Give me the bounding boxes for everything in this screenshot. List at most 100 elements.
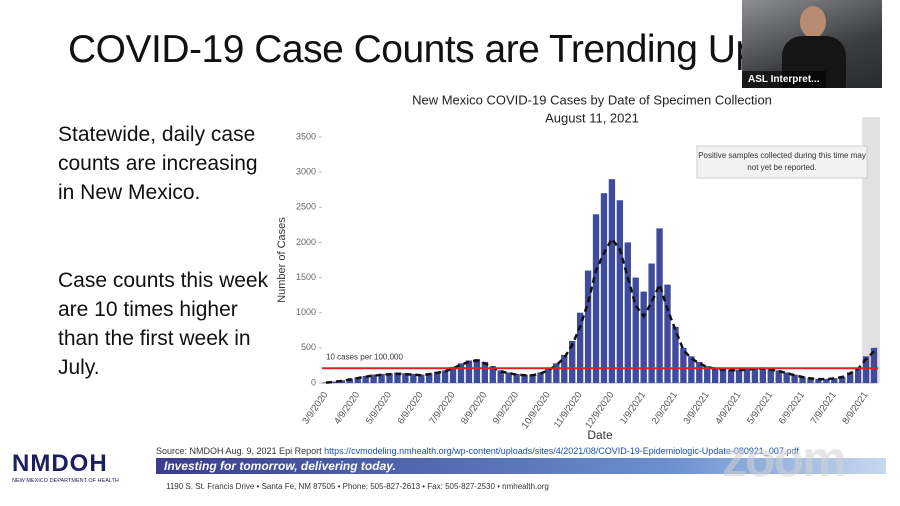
bar xyxy=(624,242,631,383)
x-tick-label: 3/9/2021 xyxy=(682,390,712,427)
interpreter-video: ASL Interpret... xyxy=(742,0,882,88)
bar xyxy=(569,340,576,383)
bar xyxy=(418,374,425,383)
y-tick-label: 3500 xyxy=(296,131,316,141)
bar xyxy=(521,374,528,383)
bar xyxy=(394,372,401,383)
note-box xyxy=(696,145,868,179)
bar xyxy=(791,374,798,383)
bar xyxy=(688,356,695,383)
slide-title: COVID-19 Case Counts are Trending Up xyxy=(68,28,757,71)
x-tick-label: 4/9/2020 xyxy=(332,390,362,427)
bar xyxy=(870,347,878,383)
bar xyxy=(608,179,616,383)
bar xyxy=(513,373,520,383)
bar xyxy=(576,312,584,383)
x-tick-label: 5/9/2020 xyxy=(364,390,394,427)
bar xyxy=(823,378,830,383)
y-tick-label: 2000 xyxy=(296,237,316,247)
bar xyxy=(743,368,751,383)
x-tick-label: 7/9/2021 xyxy=(809,390,839,427)
bar xyxy=(457,363,465,383)
bar xyxy=(378,373,385,383)
bar xyxy=(426,373,433,383)
x-axis-label: Date xyxy=(587,428,613,442)
bar xyxy=(854,367,862,383)
chart-title: New Mexico COVID-19 Cases by Date of Spe… xyxy=(412,92,772,107)
bar xyxy=(616,200,624,383)
bar xyxy=(529,374,536,383)
bar xyxy=(537,372,544,383)
bar xyxy=(330,381,338,383)
x-tick-label: 4/9/2021 xyxy=(713,390,743,427)
bar xyxy=(354,377,361,383)
chart-subtitle: August 11, 2021 xyxy=(545,110,639,125)
x-tick-label: 6/9/2020 xyxy=(396,390,426,427)
address: 1190 S. St. Francis Drive • Santa Fe, NM… xyxy=(166,482,549,491)
source-link[interactable]: https://cvmodeling.nmhealth.org/wp-conte… xyxy=(324,446,799,456)
interpreter-head xyxy=(800,6,826,38)
x-tick-label: 11/9/2020 xyxy=(552,390,585,430)
paragraph: Statewide, daily case counts are increas… xyxy=(58,123,258,204)
bar xyxy=(584,270,592,383)
bar xyxy=(759,367,767,383)
bar xyxy=(807,378,814,383)
bar xyxy=(664,284,671,383)
source-text: Source: NMDOH Aug. 9, 2021 Epi Report xyxy=(156,446,322,456)
logo-subtitle: NEW MEXICO DEPARTMENT OF HEALTH xyxy=(12,478,119,484)
y-tick-label: 0 xyxy=(311,377,316,387)
bar xyxy=(386,373,393,383)
bar xyxy=(704,366,711,383)
bar xyxy=(632,277,639,383)
bar xyxy=(862,356,870,383)
y-axis-label: Number of Cases xyxy=(276,217,288,303)
x-tick-label: 6/9/2021 xyxy=(777,390,807,427)
bar xyxy=(402,373,409,383)
x-tick-label: 7/9/2020 xyxy=(427,390,457,427)
y-tick-label: 3000 xyxy=(296,167,316,177)
bar xyxy=(799,376,806,383)
bar xyxy=(640,291,647,383)
bar xyxy=(370,374,377,383)
x-tick-label: 10/9/2020 xyxy=(520,390,553,431)
bar xyxy=(553,363,560,383)
paragraph: Case counts this week are 10 times highe… xyxy=(58,269,269,379)
x-tick-label: 5/9/2021 xyxy=(745,390,775,427)
bar xyxy=(672,326,679,383)
bar xyxy=(505,372,512,383)
bar xyxy=(711,367,719,383)
x-tick-label: 9/9/2020 xyxy=(491,390,521,427)
y-tick-label: 500 xyxy=(301,342,316,352)
bar xyxy=(727,369,735,383)
bar xyxy=(751,368,759,383)
x-tick-label: 2/9/2021 xyxy=(650,390,680,427)
x-tick-label: 3/9/2020 xyxy=(300,390,330,427)
bar xyxy=(815,378,822,383)
y-tick-label: 2500 xyxy=(296,202,316,212)
x-tick-label: 8/9/2021 xyxy=(840,390,870,427)
bar xyxy=(473,359,481,383)
chart: New Mexico COVID-19 Cases by Date of Spe… xyxy=(276,92,880,442)
note-line: Positive samples collected during this t… xyxy=(698,151,866,160)
x-tick-label: 8/9/2020 xyxy=(459,390,489,427)
note-text: Positive samples collected during this t… xyxy=(698,151,866,172)
trend-line xyxy=(325,236,875,384)
bar xyxy=(735,369,743,383)
interpreter-label: ASL Interpret... xyxy=(742,71,826,88)
x-tick-label: 12/9/2020 xyxy=(583,390,616,431)
note-line: not yet be reported. xyxy=(747,163,816,172)
bar xyxy=(719,368,727,383)
bar xyxy=(489,366,496,383)
bar xyxy=(600,193,608,383)
reference-line-label: 10 cases per 100,000 xyxy=(326,352,403,361)
bar xyxy=(767,368,774,383)
zoom-watermark: zoom xyxy=(722,431,847,487)
bar xyxy=(322,382,330,383)
bar xyxy=(441,370,449,383)
bar xyxy=(592,214,600,383)
bar xyxy=(775,370,782,383)
bar xyxy=(449,366,457,383)
bar xyxy=(362,375,369,383)
bar xyxy=(839,376,846,383)
